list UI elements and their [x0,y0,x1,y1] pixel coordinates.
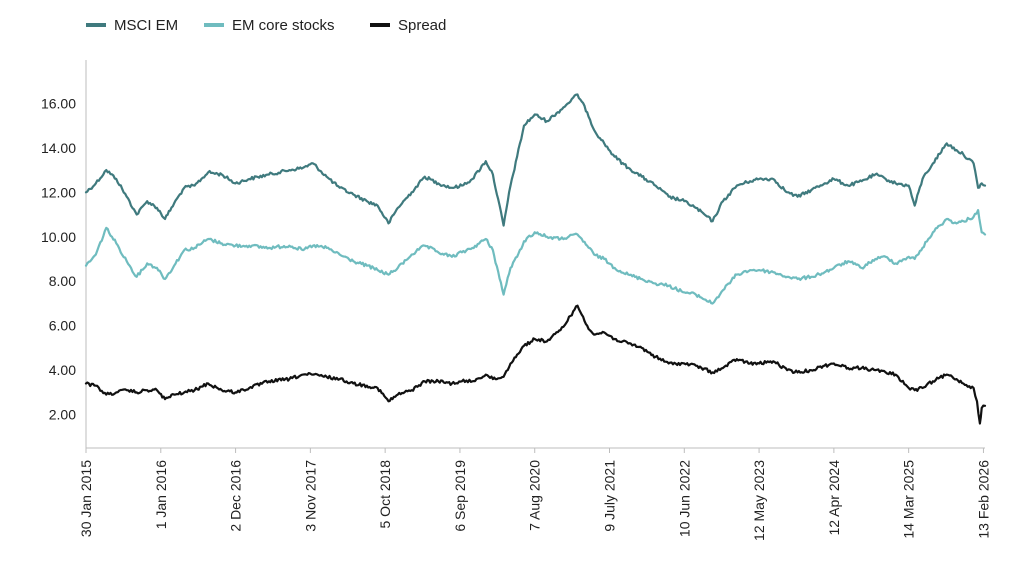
plot-area [84,93,987,425]
y-tick-label: 12.00 [41,184,76,200]
x-tick-label: 10 Jun 2022 [676,460,692,537]
legend: MSCI EM EM core stocks Spread [86,17,446,34]
x-tick-label: 7 Aug 2020 [527,460,543,531]
x-tick-label: 6 Sep 2019 [452,460,468,532]
y-tick-label: 4.00 [49,362,76,378]
x-tick-label: 30 Jan 2015 [78,460,94,537]
series-line-em-core-stocks [84,209,987,305]
y-tick-label: 6.00 [49,318,76,334]
x-tick-label: 3 Nov 2017 [302,460,318,532]
series-line-spread [84,304,987,425]
y-tick-label: 16.00 [41,95,76,111]
x-tick-label: 13 Feb 2026 [975,460,991,539]
y-axis: 2.00 4.00 6.00 8.00 10.00 12.00 14.00 16.00 [41,60,87,448]
y-tick-label: 2.00 [49,407,76,423]
x-tick-label: 12 May 2023 [751,460,767,541]
x-tick-label: 1 Jan 2016 [153,460,169,529]
y-tick-label: 14.00 [41,140,76,156]
x-axis: 30 Jan 2015 1 Jan 2016 2 Dec 2016 3 Nov 201… [78,447,991,541]
legend-label: MSCI EM [114,17,178,34]
x-tick-label: 14 Mar 2025 [901,460,917,539]
series-line-msci-em [84,93,987,227]
y-tick-label: 8.00 [49,273,76,289]
x-tick-label: 9 July 2021 [602,460,618,532]
legend-label: Spread [398,17,446,34]
x-tick-label: 12 Apr 2024 [826,460,842,536]
y-tick-label: 10.00 [41,229,76,245]
legend-label: EM core stocks [232,17,335,34]
x-tick-label: 2 Dec 2016 [228,460,244,532]
x-tick-label: 5 Oct 2018 [377,460,393,529]
